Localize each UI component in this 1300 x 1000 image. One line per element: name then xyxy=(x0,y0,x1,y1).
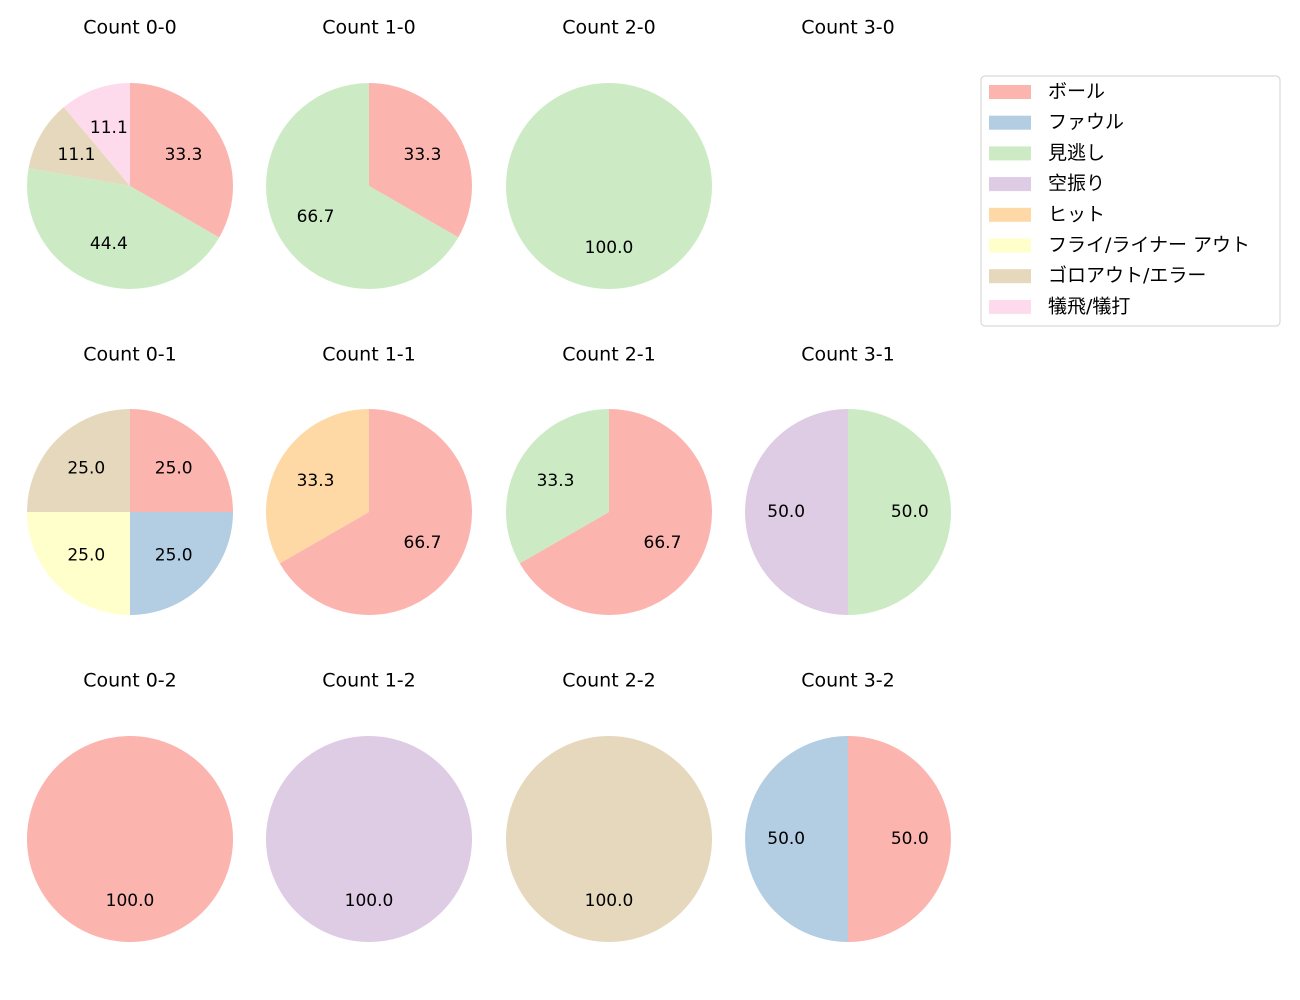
value-label: 33.3 xyxy=(404,145,442,165)
legend-swatch xyxy=(989,177,1031,192)
pie-wedge xyxy=(27,736,233,942)
pie-wedge xyxy=(519,409,712,615)
chart-title: Count 3-2 xyxy=(801,670,895,692)
value-label: 100.0 xyxy=(106,891,155,911)
legend-swatch xyxy=(989,85,1031,99)
pie-wedge xyxy=(369,83,472,238)
legend-label: ボール xyxy=(1048,81,1105,103)
value-label: 50.0 xyxy=(891,829,929,849)
pie-wedge xyxy=(130,512,233,615)
legend-swatch xyxy=(989,146,1031,161)
legend-label: 空振り xyxy=(1048,173,1105,195)
value-label: 100.0 xyxy=(585,891,634,911)
chart-title: Count 3-1 xyxy=(801,344,895,366)
legend-label: フライ/ライナー アウト xyxy=(1048,234,1250,256)
value-label: 66.7 xyxy=(644,533,682,553)
chart-title: Count 1-1 xyxy=(322,344,416,366)
value-label: 100.0 xyxy=(345,891,394,911)
value-label: 33.3 xyxy=(537,471,575,491)
legend-box xyxy=(980,75,1281,327)
pie-wedge xyxy=(279,409,472,615)
pie-wedge xyxy=(266,83,459,290)
pie-wedge xyxy=(27,168,220,289)
chart-title: Count 1-0 xyxy=(322,17,416,39)
value-label: 66.7 xyxy=(297,207,335,227)
legend-swatch xyxy=(989,238,1031,253)
value-label: 25.0 xyxy=(67,458,105,478)
legend-label: ファウル xyxy=(1048,111,1124,133)
legend-swatch xyxy=(989,269,1031,284)
legend-label: ゴロアウト/エラー xyxy=(1048,265,1206,287)
value-label: 25.0 xyxy=(67,546,105,566)
legend-label: 犠飛/犠打 xyxy=(1048,295,1130,317)
value-label: 50.0 xyxy=(767,829,805,849)
pie-wedge xyxy=(27,409,130,512)
chart-title: Count 0-2 xyxy=(83,670,177,692)
pie-wedge xyxy=(506,736,712,942)
chart-title: Count 0-0 xyxy=(83,17,177,39)
value-label: 50.0 xyxy=(767,502,805,522)
pie-wedge xyxy=(745,409,848,615)
chart-title: Count 2-2 xyxy=(562,670,656,692)
value-label: 11.1 xyxy=(58,145,96,165)
pie-wedge xyxy=(28,107,130,186)
value-label: 25.0 xyxy=(155,458,193,478)
pie-wedge xyxy=(506,409,609,564)
pie-wedge xyxy=(848,409,951,615)
value-label: 50.0 xyxy=(891,502,929,522)
pie-wedge xyxy=(745,736,848,942)
value-label: 33.3 xyxy=(297,471,335,491)
chart-title: Count 1-2 xyxy=(322,670,416,692)
pie-wedge xyxy=(130,409,233,512)
legend-swatch xyxy=(989,299,1031,314)
chart-title: Count 3-0 xyxy=(801,17,895,39)
value-label: 11.1 xyxy=(90,118,128,138)
legend-swatch xyxy=(989,207,1031,222)
legend-label: 見逃し xyxy=(1048,142,1105,164)
pie-wedge xyxy=(63,83,130,186)
chart-title: Count 2-1 xyxy=(562,344,656,366)
pie-wedge xyxy=(848,736,951,942)
pie-wedge xyxy=(130,83,233,238)
pie-wedge xyxy=(266,736,472,942)
pie-wedge xyxy=(27,512,130,615)
value-label: 66.7 xyxy=(404,533,442,553)
chart-title: Count 0-1 xyxy=(83,344,177,366)
pie-wedge xyxy=(266,409,369,564)
legend-label: ヒット xyxy=(1048,203,1105,225)
value-label: 44.4 xyxy=(90,234,128,254)
legend-swatch xyxy=(989,115,1031,130)
pie-wedge xyxy=(506,83,712,289)
value-label: 100.0 xyxy=(585,238,634,258)
value-label: 25.0 xyxy=(155,546,193,566)
chart-title: Count 2-0 xyxy=(562,17,656,39)
value-label: 33.3 xyxy=(165,145,203,165)
